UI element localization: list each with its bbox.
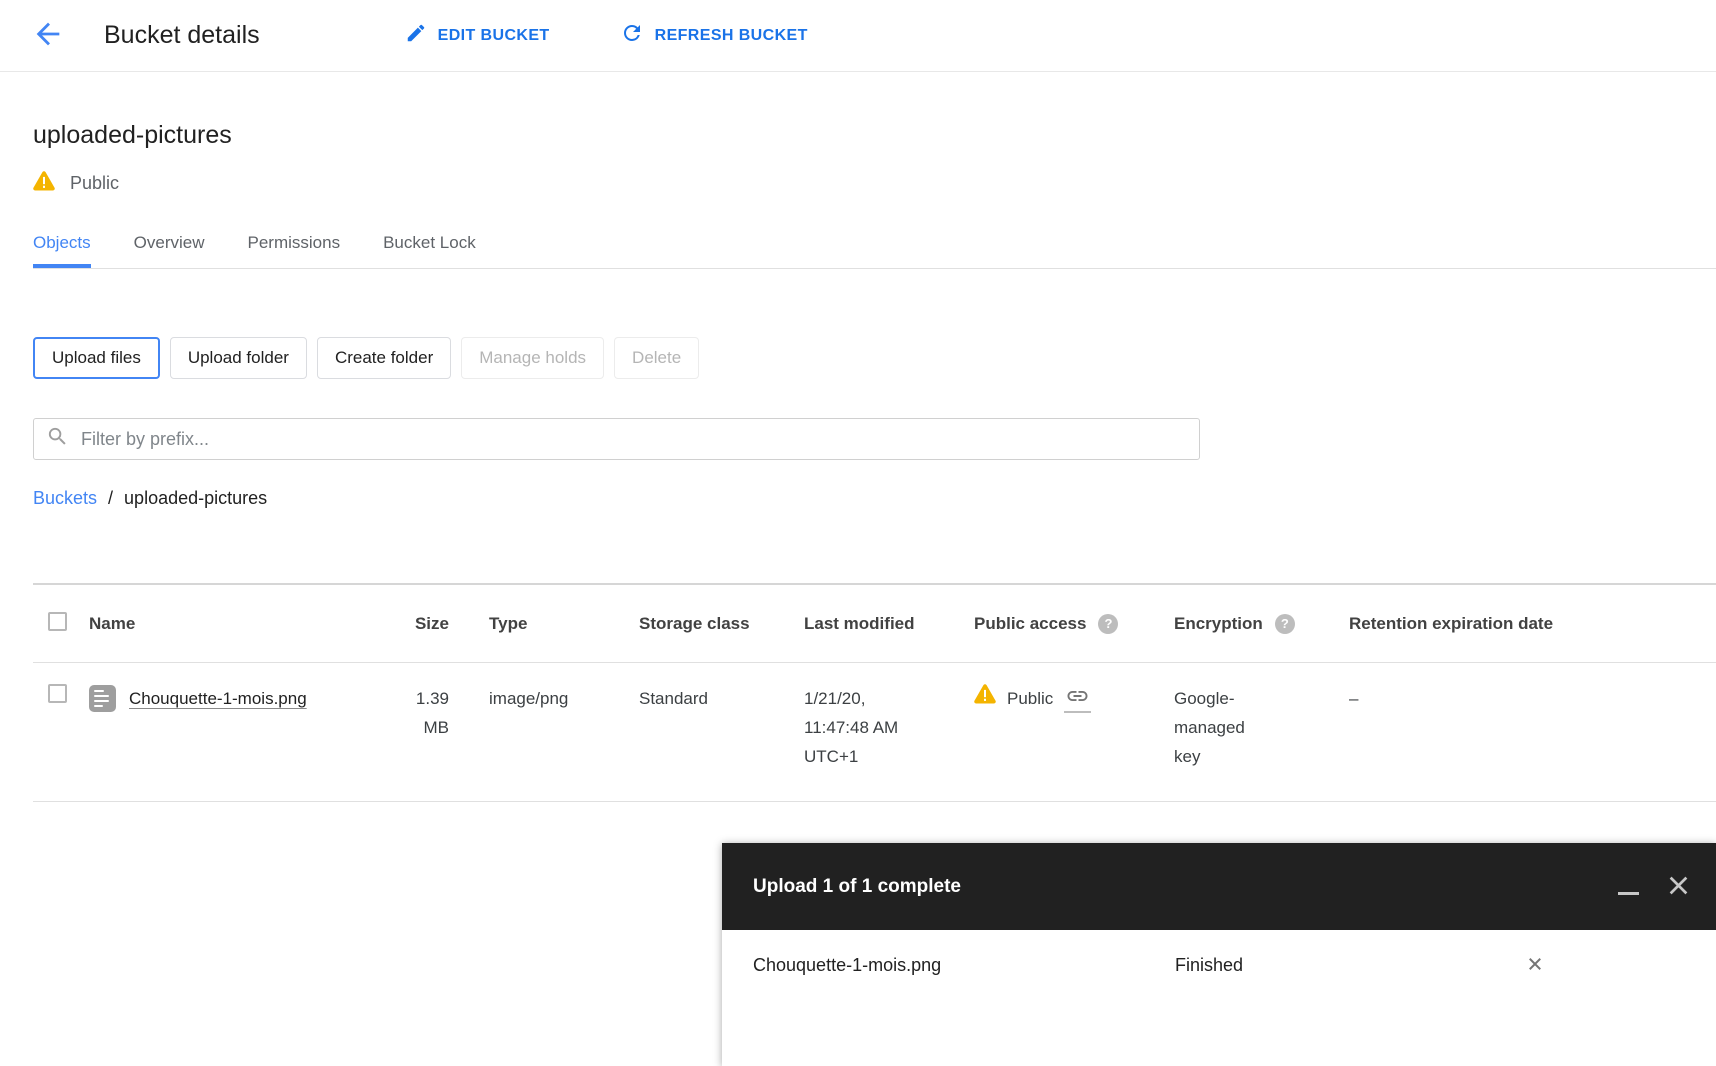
upload-item-row: Chouquette-1-mois.png Finished (722, 930, 1716, 976)
app-header: Bucket details EDIT BUCKET REFRESH BUCKE… (0, 0, 1716, 72)
refresh-icon (620, 21, 644, 50)
column-header-encryption: Encryption (1174, 613, 1263, 633)
close-icon (1526, 955, 1544, 976)
object-encryption: Google-managed key (1174, 689, 1245, 766)
back-arrow-icon (31, 17, 65, 54)
refresh-bucket-label: REFRESH BUCKET (654, 26, 808, 44)
section-divider (33, 583, 1716, 585)
encryption-help-icon[interactable]: ? (1274, 613, 1295, 634)
upload-dialog-controls (1617, 872, 1692, 902)
upload-dialog: Upload 1 of 1 complete Chouquette-1-mois… (722, 843, 1716, 1066)
file-icon (89, 685, 116, 712)
tab-overview[interactable]: Overview (134, 233, 205, 268)
edit-bucket-label: EDIT BUCKET (437, 26, 550, 44)
tab-permissions[interactable]: Permissions (248, 233, 341, 268)
public-link-icon[interactable] (1064, 684, 1092, 713)
edit-bucket-button[interactable]: EDIT BUCKET (405, 22, 550, 49)
column-header-name: Name (89, 613, 136, 633)
object-last-modified: 1/21/20, 11:47:48 AM UTC+1 (804, 689, 899, 766)
search-icon (46, 425, 69, 453)
select-all-checkbox[interactable] (48, 611, 67, 631)
object-toolbar: Upload files Upload folder Create folder… (33, 337, 1716, 379)
upload-dialog-header: Upload 1 of 1 complete (722, 843, 1716, 930)
pencil-icon (405, 22, 427, 49)
upload-files-button[interactable]: Upload files (33, 337, 160, 379)
bucket-visibility: Public (33, 171, 1716, 196)
object-storage-class: Standard (639, 689, 708, 708)
column-header-last-modified: Last modified (804, 613, 915, 633)
table-header-row: Name Size Type Storage class Last modifi… (33, 585, 1716, 663)
object-retention: – (1349, 689, 1359, 708)
object-name-link[interactable]: Chouquette-1-mois.png (129, 689, 307, 708)
column-header-type: Type (489, 613, 528, 633)
table-row: Chouquette-1-mois.png 1.39 MB image/png … (33, 663, 1716, 802)
object-public-access: Public (1007, 689, 1054, 708)
object-type: image/png (489, 689, 569, 708)
breadcrumb: Buckets / uploaded-pictures (33, 488, 1716, 509)
column-header-retention: Retention expiration date (1349, 613, 1554, 633)
public-access-help-icon[interactable]: ? (1098, 613, 1119, 634)
column-header-public-access: Public access (974, 613, 1087, 633)
minimize-icon (1618, 891, 1639, 895)
link-underline (1064, 711, 1092, 713)
close-icon (1665, 872, 1692, 902)
page-title: Bucket details (104, 21, 260, 49)
dialog-close-button[interactable] (1665, 872, 1692, 902)
tab-objects[interactable]: Objects (33, 233, 91, 268)
create-folder-button[interactable]: Create folder (316, 337, 452, 379)
column-header-size: Size (414, 613, 449, 633)
filter-bar (33, 418, 1200, 460)
visibility-label: Public (70, 173, 120, 193)
filter-input[interactable] (81, 428, 1187, 450)
row-checkbox[interactable] (48, 684, 67, 703)
object-size: 1.39 MB (415, 689, 449, 737)
upload-folder-button[interactable]: Upload folder (169, 337, 307, 379)
upload-item-status: Finished (1175, 955, 1244, 975)
breadcrumb-separator: / (108, 488, 114, 508)
main-content: uploaded-pictures Public Objects Overvie… (0, 121, 1716, 802)
column-header-storage-class: Storage class (639, 613, 750, 633)
delete-button[interactable]: Delete (614, 337, 700, 379)
manage-holds-button[interactable]: Manage holds (461, 337, 605, 379)
upload-item-dismiss-button[interactable] (1526, 955, 1544, 976)
upload-dialog-title: Upload 1 of 1 complete (753, 875, 961, 897)
bucket-name: uploaded-pictures (33, 121, 232, 149)
back-button[interactable] (26, 14, 70, 58)
warning-icon (33, 171, 55, 196)
refresh-bucket-button[interactable]: REFRESH BUCKET (620, 21, 808, 50)
breadcrumb-buckets-link[interactable]: Buckets (33, 488, 98, 508)
tab-bar: Objects Overview Permissions Bucket Lock (33, 233, 1716, 269)
warning-icon (974, 684, 996, 713)
tab-bucket-lock[interactable]: Bucket Lock (383, 233, 476, 268)
upload-item-filename: Chouquette-1-mois.png (753, 955, 942, 975)
breadcrumb-current: uploaded-pictures (124, 488, 268, 508)
minimize-button[interactable] (1617, 875, 1641, 899)
